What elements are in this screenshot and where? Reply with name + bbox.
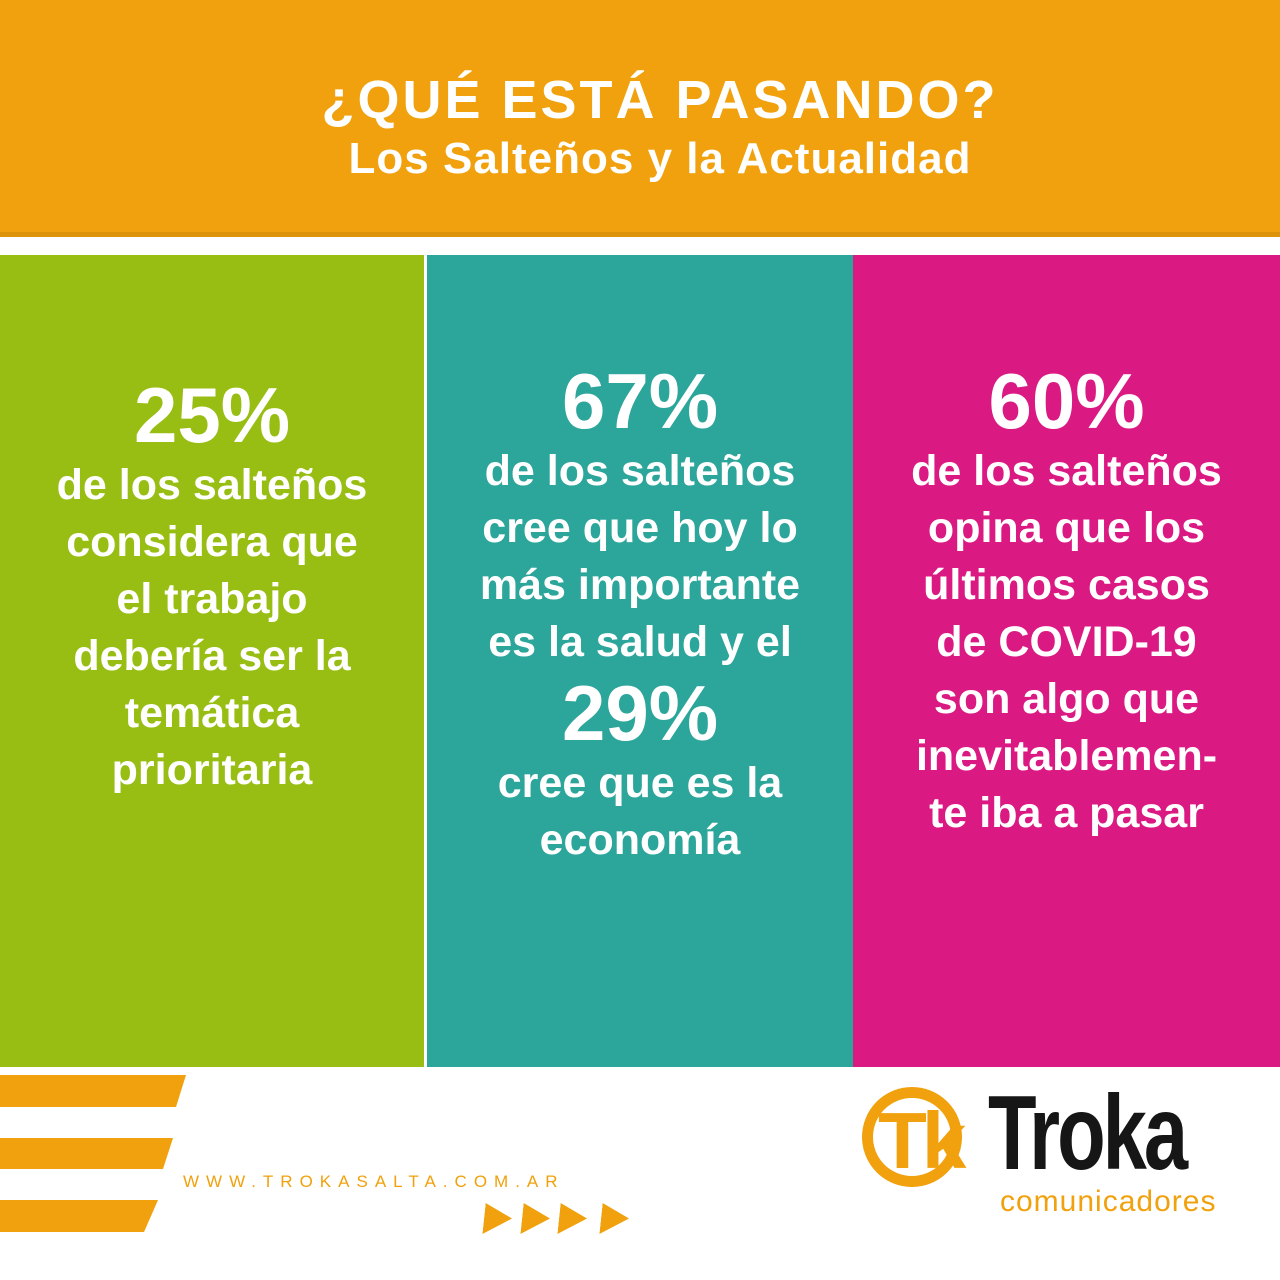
stat-line: de los salteños bbox=[56, 461, 368, 509]
stat-line: más importante bbox=[479, 561, 801, 609]
stat-line: inevitablemen- bbox=[915, 732, 1218, 780]
poster-title: ¿QUÉ ESTÁ PASANDO? bbox=[321, 70, 999, 130]
troka-monogram: Tk bbox=[878, 1096, 966, 1185]
stat-line: opina que los bbox=[927, 504, 1206, 552]
stat-line: cree que es la bbox=[497, 759, 783, 807]
stat-line: últimos casos bbox=[923, 561, 1210, 609]
stat-value: 25% bbox=[133, 371, 291, 459]
stat-value: 67% bbox=[561, 357, 719, 445]
troka-logo-circle-icon bbox=[862, 1087, 962, 1187]
footer: WWW.TROKASALTA.COM.AR Tk Troka comunicad… bbox=[0, 1067, 1280, 1280]
stat-line: es la salud y el bbox=[488, 618, 792, 666]
stat-value: 60% bbox=[988, 357, 1145, 445]
stat-line: te iba a pasar bbox=[929, 789, 1204, 837]
stat-line: considera que bbox=[66, 518, 358, 566]
footer-stripe-icon bbox=[0, 1075, 186, 1107]
chevron-right-icon bbox=[557, 1203, 588, 1234]
stat-line: de los salteños bbox=[484, 447, 796, 495]
footer-stripe-icon bbox=[0, 1138, 173, 1169]
panel-trabajo: 25% de los salteños considera que el tra… bbox=[0, 255, 424, 1067]
panel-covid: 60% de los salteños opina que los último… bbox=[853, 255, 1280, 1067]
chevron-right-icon bbox=[482, 1203, 513, 1234]
stat-value-secondary: 29% bbox=[561, 669, 719, 757]
stat-line: prioritaria bbox=[111, 746, 313, 794]
stat-line: de COVID-19 bbox=[936, 618, 1197, 666]
chevron-right-icon bbox=[520, 1203, 551, 1234]
panel-salud-economia: 67% de los salteños cree que hoy lo más … bbox=[427, 255, 853, 1067]
stat-line: debería ser la bbox=[73, 632, 351, 680]
chevron-right-icon bbox=[599, 1203, 630, 1234]
header-banner: ¿QUÉ ESTÁ PASANDO? Los Salteños y la Act… bbox=[0, 0, 1280, 237]
stat-line: son algo que bbox=[933, 675, 1200, 723]
troka-tagline: comunicadores bbox=[1000, 1185, 1217, 1218]
troka-brand-name: Troka bbox=[988, 1074, 1188, 1192]
stat-line: economía bbox=[539, 816, 741, 864]
footer-stripe-icon bbox=[0, 1200, 158, 1232]
poster-subtitle: Los Salteños y la Actualidad bbox=[348, 134, 972, 183]
stat-line: temática bbox=[124, 689, 300, 737]
stat-line: de los salteños bbox=[911, 447, 1222, 495]
stat-line: cree que hoy lo bbox=[482, 504, 798, 552]
website-url: WWW.TROKASALTA.COM.AR bbox=[183, 1172, 565, 1191]
stat-line: el trabajo bbox=[116, 575, 308, 623]
